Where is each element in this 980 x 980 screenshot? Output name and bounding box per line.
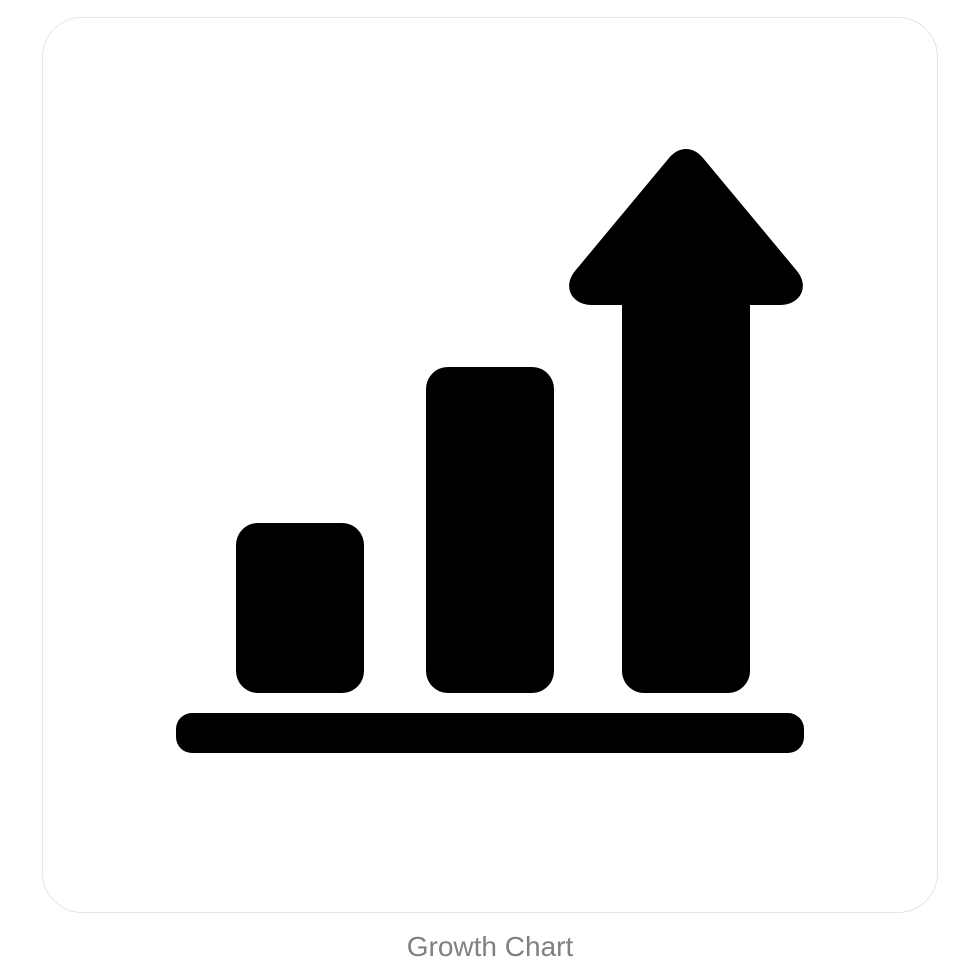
icon-card bbox=[42, 17, 938, 913]
growth-chart-icon bbox=[130, 105, 850, 825]
icon-caption: Growth Chart bbox=[407, 931, 574, 963]
